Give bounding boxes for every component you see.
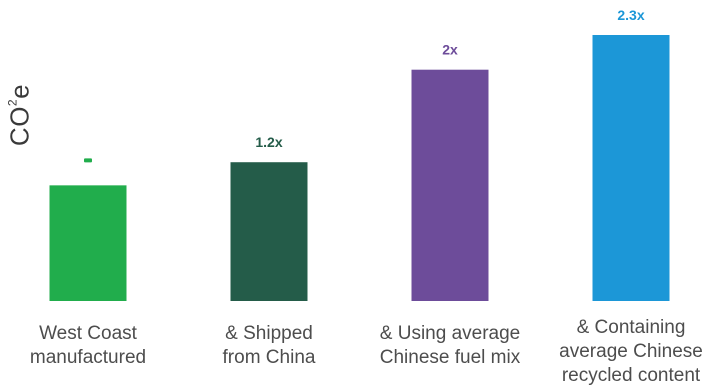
bar-0: [49, 185, 127, 301]
category-label-fuel-mix: & Using average Chinese fuel mix: [379, 323, 521, 368]
value-label-1: 1.2x: [255, 134, 282, 150]
bar-1: [230, 162, 308, 301]
value-label-3: 2.3x: [617, 7, 644, 23]
value-label-2: 2x: [442, 42, 458, 58]
category-label-shipped: & Shipped from China: [222, 323, 316, 368]
category-label-west-coast: West Coast manufactured: [29, 323, 147, 368]
y-axis-label: CO2e: [4, 83, 35, 147]
bar-2: [411, 69, 489, 302]
value-label-0: [84, 158, 92, 163]
bar-3: [592, 35, 670, 301]
category-label-recycled: & Containing average Chinese recycled co…: [559, 317, 703, 386]
